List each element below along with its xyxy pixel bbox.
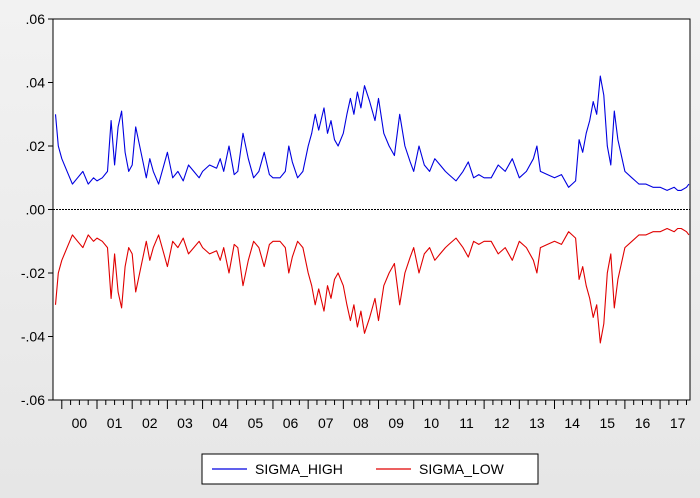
x-tick-label: 11: [459, 415, 474, 431]
series-line-sigma-high: [54, 75, 690, 191]
x-tick-label: 00: [72, 415, 88, 431]
x-tick-label: 07: [318, 415, 334, 431]
y-tick-label: .00: [26, 202, 46, 218]
x-tick-label: 06: [283, 415, 299, 431]
x-tick-label: 17: [670, 415, 686, 431]
legend-label-sigma-high: SIGMA_HIGH: [255, 461, 343, 477]
x-tick-label: 10: [424, 415, 440, 431]
y-axis: .06 .04 .02 .00 -.02 -.04 -.06: [21, 11, 53, 408]
series-line-sigma-low: [54, 227, 690, 344]
y-tick-label: -.02: [21, 265, 45, 281]
x-tick-label: 02: [142, 415, 158, 431]
x-tick-label: 03: [177, 415, 193, 431]
y-tick-label: .04: [26, 75, 46, 91]
series-layer: [54, 75, 690, 344]
x-tick-label: 05: [248, 415, 264, 431]
legend-box: [201, 453, 539, 485]
x-axis: 00 01 02 03 04 05 06 07 08 09 10 11 12 13 14 15 16 17: [61, 400, 687, 431]
x-tick-label: 16: [635, 415, 651, 431]
y-tick-label: -.04: [21, 329, 45, 345]
legend-label-sigma-low: SIGMA_LOW: [419, 461, 505, 477]
x-tick-label: 13: [529, 415, 545, 431]
y-tick-label: -.06: [21, 392, 45, 408]
x-tick-label: 14: [564, 415, 580, 431]
x-tick-label: 04: [212, 415, 228, 431]
y-tick-label: .02: [26, 138, 46, 154]
x-tick-label: 09: [388, 415, 404, 431]
x-tick-label: 01: [107, 415, 123, 431]
legend: SIGMA_HIGH SIGMA_LOW: [201, 453, 539, 485]
x-tick-label: 15: [600, 415, 616, 431]
x-tick-label: 08: [353, 415, 369, 431]
y-tick-label: .06: [26, 11, 46, 27]
x-tick-label: 12: [494, 415, 510, 431]
